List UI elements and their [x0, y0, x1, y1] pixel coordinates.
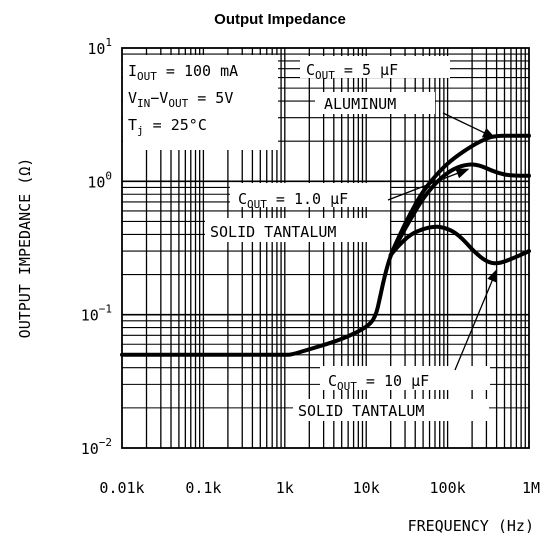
operating-condition-text: Tj = 25°C — [128, 116, 207, 137]
series-label-10uf: COUT = 10 µF — [328, 372, 429, 393]
series-label-1uf: COUT = 1.0 µF — [238, 190, 348, 211]
y-axis-label: OUTPUT IMPEDANCE (Ω) — [16, 158, 34, 339]
aluminum-label-background — [315, 92, 435, 114]
tantalum1-label-background — [230, 183, 390, 207]
annotation-layer: IOUT = 100 mA VIN−VOUT = 5V Tj = 25°C COUT … — [123, 55, 490, 421]
operating-condition-text: VIN−VOUT = 5V — [128, 89, 233, 110]
y-tick-label: 10−2 — [81, 436, 112, 458]
series-label-aluminum-line2: ALUMINUM — [324, 95, 396, 113]
x-tick-label: 1k — [276, 479, 294, 497]
conditions-background — [123, 55, 278, 150]
series-line-1uf-tantalum — [388, 162, 531, 257]
x-tick-labels: 0.01k 0.1k 1k 10k 100k 1M — [99, 479, 540, 497]
aluminum-label-background — [300, 56, 450, 78]
chart-title: Output Impedance — [214, 11, 346, 28]
tantalum1-label-background — [205, 218, 390, 242]
tantalum10-label-background — [293, 399, 489, 421]
series-label-10uf-line2: SOLID TANTALUM — [298, 402, 424, 420]
series-label-aluminum: COUT = 5 µF — [306, 61, 398, 82]
y-tick-label: 10−1 — [81, 303, 112, 325]
x-tick-label: 0.1k — [185, 479, 221, 497]
x-tick-label: 1M — [522, 479, 540, 497]
leader-arrow-aluminum — [442, 112, 496, 139]
x-axis-label: FREQUENCY (Hz) — [408, 517, 534, 535]
x-tick-label: 0.01k — [99, 479, 144, 497]
y-tick-label: 100 — [87, 169, 112, 191]
series-label-1uf-line2: SOLID TANTALUM — [210, 223, 336, 241]
operating-condition-text: IOUT = 100 mA — [128, 62, 238, 83]
series-layer — [120, 112, 532, 371]
tantalum10-label-background — [320, 366, 490, 390]
plot-frame — [121, 47, 530, 449]
series-line-10uf-tantalum — [388, 224, 532, 266]
x-tick-label: 100k — [430, 479, 466, 497]
x-tick-label: 10k — [353, 479, 380, 497]
leader-arrow-1uf — [387, 168, 470, 201]
y-tick-labels: 101 100 10−1 10−2 — [81, 36, 112, 458]
leader-arrow-10uf — [454, 268, 498, 371]
y-tick-label: 101 — [87, 36, 112, 58]
